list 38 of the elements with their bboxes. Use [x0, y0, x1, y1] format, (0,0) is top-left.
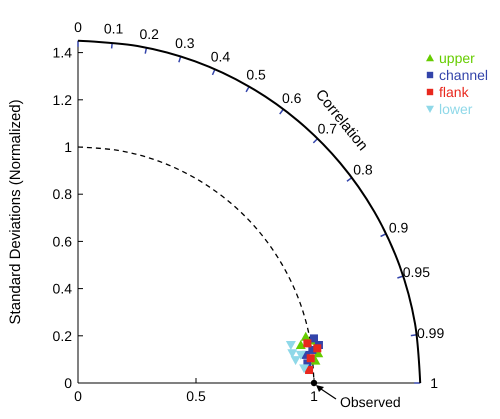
annotation: 0.95 [402, 264, 430, 280]
point [286, 341, 296, 350]
point [303, 339, 312, 348]
annotation: 0.99 [417, 324, 444, 341]
annotation: 0.4 [210, 48, 230, 65]
y-tick-label: 1.2 [52, 92, 72, 108]
annotation: 0.6 [282, 90, 302, 106]
x-tick-label: 0 [74, 388, 82, 404]
y-tick-label: 0 [64, 375, 72, 391]
annotation: 0.3 [175, 35, 195, 52]
annotation: 0.9 [388, 220, 409, 236]
x-tick-label: 1 [310, 388, 318, 404]
point [290, 356, 301, 366]
legend-label: flank [439, 84, 470, 100]
legend-label: lower [439, 101, 473, 117]
text: 0 [74, 18, 82, 35]
y-tick-label: 0.2 [52, 328, 72, 344]
y-tick-label: 0.8 [52, 186, 72, 202]
y-tick-label: 1 [64, 139, 72, 155]
annotation: 0.8 [353, 161, 373, 178]
x-tick-label: 0.5 [186, 388, 206, 404]
legend-label: upper [439, 50, 476, 66]
annotation: 0.2 [140, 26, 160, 42]
annotation: Observed [340, 394, 401, 410]
point [296, 350, 306, 360]
point [310, 380, 318, 386]
y-tick-label: 1.4 [52, 44, 72, 61]
point [313, 344, 322, 352]
y-axis-title: Standard Deviations (Normalized) [7, 99, 24, 324]
point [299, 364, 310, 374]
annotation: 0.5 [246, 66, 266, 83]
point [296, 340, 306, 350]
y-tick-label: 0.6 [52, 233, 72, 250]
text: 1 [430, 375, 438, 391]
text: 0.1 [104, 20, 124, 37]
y-tick-label: 0.4 [52, 280, 72, 297]
legend-label: channel [439, 67, 488, 83]
point [306, 354, 315, 362]
